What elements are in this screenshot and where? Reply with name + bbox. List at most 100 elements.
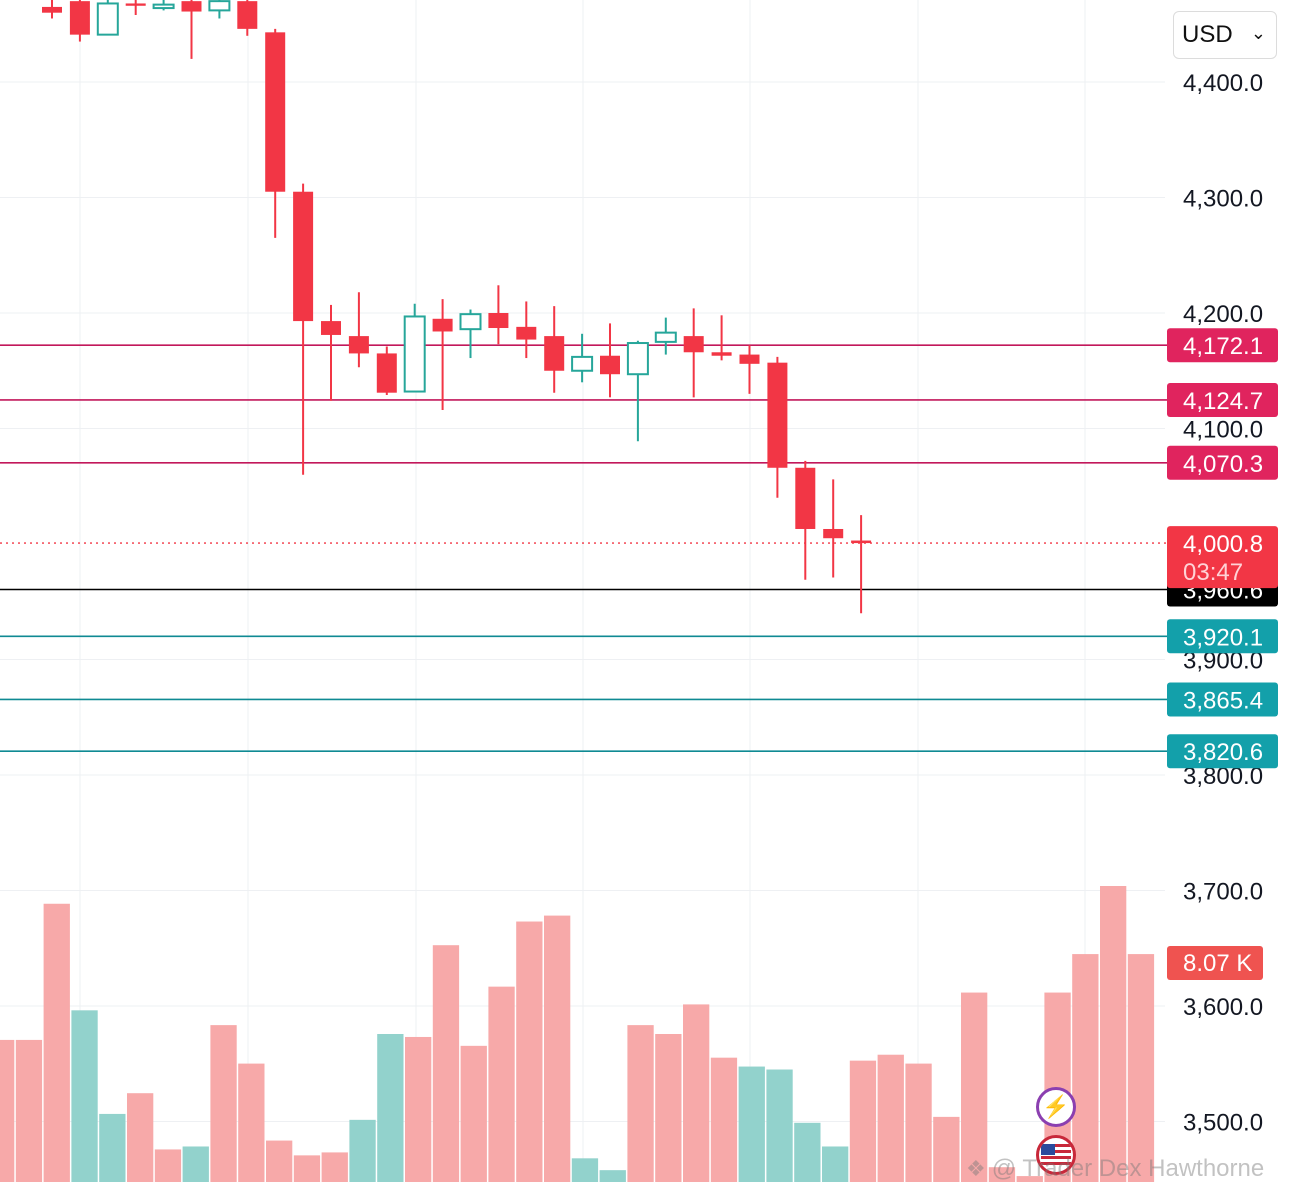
candle-body [767, 362, 788, 468]
volume-bar [933, 1116, 960, 1182]
us-flag-icon[interactable] [1036, 1135, 1076, 1175]
current-price-badge [1167, 526, 1278, 589]
volume-bar [961, 992, 988, 1182]
volume-bar [877, 1054, 904, 1182]
volume-bar [238, 1063, 265, 1182]
volume-badge-label: 8.07 K [1183, 950, 1252, 977]
chevron-down-icon: ⌄ [1250, 23, 1266, 43]
price-level-badge [1167, 445, 1278, 480]
currency-label: USD [1182, 21, 1233, 48]
candle-body [600, 355, 620, 375]
volume-bar [794, 1122, 821, 1182]
price-level-badge [1167, 682, 1278, 717]
candle-body [96, 2, 119, 36]
volume-bar [127, 1093, 154, 1182]
volume-bar [683, 1004, 710, 1182]
volume-bar [655, 1034, 682, 1182]
watermark-text: @ Trader Dex Hawthorne [991, 1155, 1265, 1182]
candle-body [711, 352, 732, 356]
volume-bar [766, 1069, 793, 1182]
volume-bar [182, 1146, 209, 1182]
candle-body [795, 467, 816, 529]
y-axis-tick-label: 4,200.0 [1183, 301, 1263, 328]
y-axis-tick-label: 3,700.0 [1183, 879, 1263, 906]
price-level-badge [1167, 328, 1278, 363]
volume-bar [210, 1025, 237, 1182]
volume-bar [905, 1063, 932, 1182]
candle-body [69, 1, 90, 35]
volume-bar [1072, 954, 1099, 1182]
price-level-label: 4,172.1 [1183, 333, 1263, 360]
volume-bar [1127, 954, 1155, 1182]
current-price-label: 4,000.8 [1183, 531, 1263, 558]
candle-body [432, 318, 453, 332]
volume-bar [627, 1025, 654, 1182]
volume-bar [377, 1034, 404, 1182]
candle-body [181, 1, 202, 12]
lightning-icon[interactable]: ⚡ [1036, 1087, 1076, 1127]
candle-body [488, 313, 509, 329]
candle-body [42, 6, 62, 13]
candle-body [376, 353, 397, 393]
y-axis-tick-label: 3,500.0 [1183, 1110, 1263, 1137]
volume-bar [1016, 1176, 1043, 1182]
volume-bar [349, 1119, 376, 1182]
volume-bar [432, 945, 460, 1182]
price-level-badge [1167, 619, 1278, 654]
candle-body [459, 313, 482, 331]
price-level-badge [1167, 382, 1278, 417]
candle-body [403, 315, 426, 393]
volume-bar [849, 1060, 877, 1182]
price-level-label: 3,820.6 [1183, 739, 1263, 766]
volume-bar [516, 921, 543, 1182]
candle-body [626, 342, 649, 376]
volume-bar [0, 1039, 15, 1182]
candle-body [265, 32, 286, 192]
candle-body [516, 326, 537, 340]
y-axis-tick-label: 3,600.0 [1183, 994, 1263, 1021]
candle-body [654, 331, 677, 343]
candle-body [293, 191, 314, 322]
candle-body [152, 3, 175, 10]
candle-body [208, 0, 231, 12]
price-level-label: 3,865.4 [1183, 687, 1263, 714]
candle-body [823, 528, 844, 539]
volume-bar [822, 1146, 849, 1182]
price-level-label: 4,070.3 [1183, 451, 1263, 478]
volume-badge [1167, 946, 1263, 980]
candle-body [739, 354, 760, 364]
candle-body [851, 540, 872, 544]
volume-bar [154, 1149, 182, 1182]
volume-bar [571, 1158, 599, 1182]
volume-bar [710, 1057, 738, 1182]
volume-bar [1100, 886, 1127, 1182]
volume-bar [266, 1140, 293, 1182]
candle-body [321, 321, 341, 335]
y-axis-tick-label: 4,100.0 [1183, 417, 1263, 444]
volume-bar [488, 986, 515, 1182]
volume-bar [544, 915, 571, 1182]
volume-bar [988, 1167, 1016, 1182]
price-level-label: 4,124.7 [1183, 388, 1263, 415]
candle-body [125, 3, 146, 6]
volume-bar [738, 1066, 765, 1182]
candle-body [348, 336, 369, 354]
volume-bar [599, 1170, 626, 1182]
candle-body [683, 336, 704, 353]
watermark: ❖ @ Trader Dex Hawthorne [966, 1155, 1264, 1183]
volume-bar [43, 903, 70, 1182]
price-level-badge [1167, 734, 1278, 769]
candle-body [237, 1, 258, 29]
candle-body [544, 336, 565, 371]
volume-bar [71, 1010, 98, 1182]
currency-selector[interactable]: USD ⌄ [1173, 11, 1277, 59]
volume-bar [321, 1152, 348, 1182]
countdown-label: 03:47 [1183, 559, 1243, 586]
y-axis-tick-label: 4,300.0 [1183, 186, 1263, 213]
volume-bar [405, 1036, 432, 1182]
price-level-label: 3,920.1 [1183, 624, 1263, 651]
volume-bar [460, 1045, 487, 1182]
binance-logo-icon: ❖ [966, 1156, 986, 1181]
y-axis-tick-label: 4,400.0 [1183, 70, 1263, 97]
